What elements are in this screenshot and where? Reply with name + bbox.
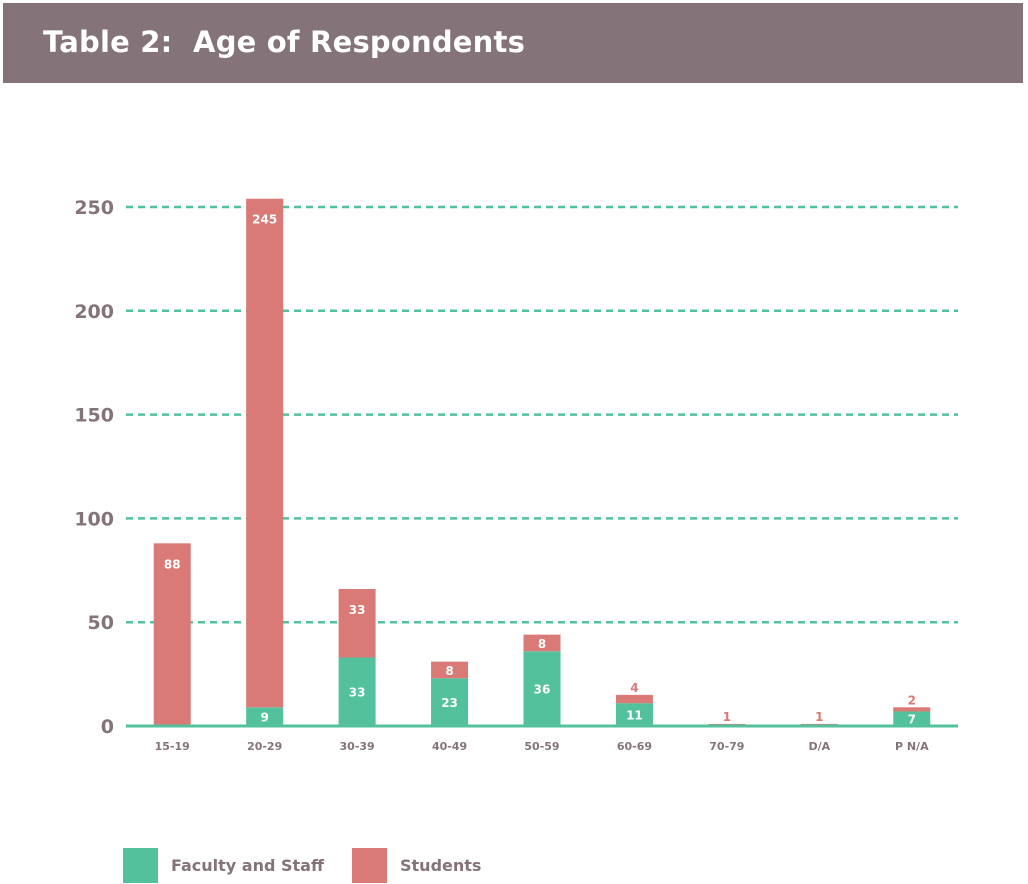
data-label-students: 33 bbox=[349, 603, 366, 617]
bar-students-20-29 bbox=[246, 198, 284, 708]
bar-students-15-19 bbox=[153, 543, 191, 726]
legend-label-students: Students bbox=[400, 856, 482, 875]
y-tick-label: 200 bbox=[74, 301, 114, 323]
x-tick-label: D/A bbox=[808, 740, 830, 753]
bar-students-40-49 bbox=[431, 661, 469, 679]
title-banner: Table 2: Age of Respondents bbox=[3, 3, 1023, 83]
data-label-faculty: 36 bbox=[534, 683, 551, 697]
data-label-students: 4 bbox=[630, 681, 638, 695]
bar-faculty-20-29 bbox=[246, 707, 284, 726]
data-label-faculty: 7 bbox=[908, 713, 916, 727]
legend-label-faculty: Faculty and Staff bbox=[171, 856, 324, 875]
bar-faculty-40-49 bbox=[431, 678, 469, 726]
data-label-students: 1 bbox=[723, 710, 731, 724]
data-label-students: 1 bbox=[815, 710, 823, 724]
x-tick-label: 50-59 bbox=[524, 740, 559, 753]
data-label-students: 2 bbox=[908, 693, 916, 707]
data-label-students: 245 bbox=[252, 213, 277, 227]
bar-faculty-50-59 bbox=[523, 651, 561, 726]
data-label-faculty: 11 bbox=[626, 709, 643, 723]
y-tick-label: 250 bbox=[74, 197, 114, 219]
x-tick-label: 20-29 bbox=[247, 740, 282, 753]
y-tick-label: 0 bbox=[101, 716, 114, 738]
x-tick-label: P N/A bbox=[895, 740, 929, 753]
x-tick-label: 40-49 bbox=[432, 740, 467, 753]
bar-students-60-69 bbox=[615, 694, 653, 704]
data-label-faculty: 33 bbox=[349, 686, 366, 700]
data-label-faculty: 23 bbox=[441, 696, 458, 710]
bar-students-30-39 bbox=[338, 588, 376, 658]
y-tick-label: 100 bbox=[74, 508, 114, 530]
bar-students-50-59 bbox=[523, 634, 561, 652]
legend-swatch-students bbox=[352, 848, 387, 883]
y-tick-label: 50 bbox=[88, 612, 114, 634]
bar-faculty-30-39 bbox=[338, 657, 376, 726]
x-tick-label: 70-79 bbox=[709, 740, 744, 753]
data-label-faculty: 9 bbox=[260, 711, 268, 725]
bar-students-P N/A bbox=[893, 707, 931, 712]
data-label-students: 88 bbox=[164, 557, 181, 571]
x-tick-label: 15-19 bbox=[155, 740, 190, 753]
y-tick-label: 150 bbox=[74, 405, 114, 427]
data-label-students: 8 bbox=[445, 664, 453, 678]
bar-faculty-P N/A bbox=[893, 711, 931, 726]
chart-title: Table 2: Age of Respondents bbox=[43, 25, 526, 59]
legend-swatch-faculty bbox=[123, 848, 158, 883]
data-label-students: 8 bbox=[538, 637, 546, 651]
x-tick-label: 60-69 bbox=[617, 740, 652, 753]
x-tick-label: 30-39 bbox=[340, 740, 375, 753]
bar-faculty-60-69 bbox=[615, 703, 653, 726]
